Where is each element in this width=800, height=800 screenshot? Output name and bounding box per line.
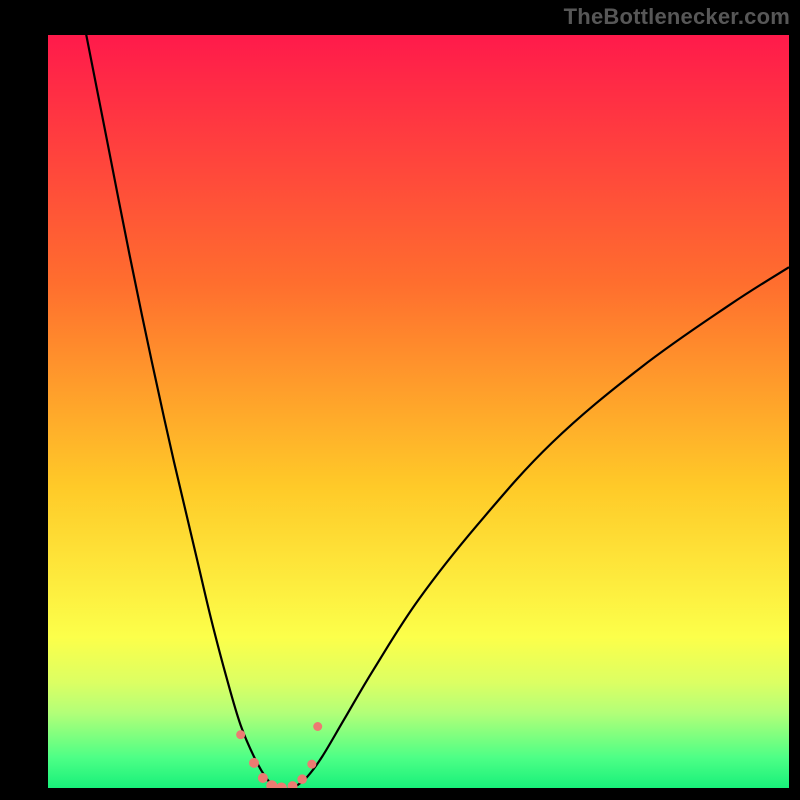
curve-marker xyxy=(288,781,298,788)
curve-marker xyxy=(258,773,268,783)
curve-marker xyxy=(297,774,307,784)
watermark-text: TheBottlenecker.com xyxy=(564,4,790,30)
curve-bottom-markers xyxy=(236,722,322,788)
curve-marker xyxy=(307,760,316,769)
curve-marker xyxy=(313,722,322,731)
bottleneck-curve-svg xyxy=(48,35,789,788)
curve-right-branch xyxy=(296,267,789,786)
curve-marker xyxy=(276,783,287,789)
curve-marker xyxy=(236,730,245,739)
curve-marker xyxy=(249,758,259,768)
curve-left-branch xyxy=(85,35,274,786)
